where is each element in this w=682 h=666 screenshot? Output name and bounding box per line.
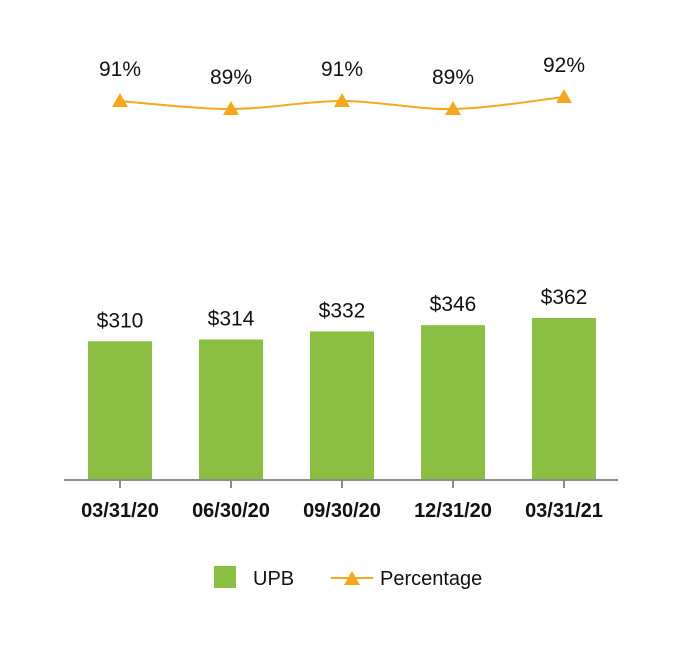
x-tick-label-2: 09/30/20 bbox=[303, 500, 381, 522]
legend-percentage-triangle bbox=[344, 571, 360, 585]
percentage-label-4: 92% bbox=[543, 54, 585, 77]
percentage-marker-2 bbox=[334, 93, 350, 107]
percentage-label-0: 91% bbox=[99, 58, 141, 81]
percentage-marker-1 bbox=[223, 101, 239, 115]
bar-value-label-1: $314 bbox=[208, 307, 255, 330]
percentage-marker-4 bbox=[556, 89, 572, 103]
percentage-label-1: 89% bbox=[210, 66, 252, 89]
bar-value-label-3: $346 bbox=[430, 293, 477, 316]
x-ticks-group bbox=[119, 480, 565, 488]
bar-value-label-2: $332 bbox=[319, 299, 366, 322]
legend: UPB Percentage bbox=[214, 566, 482, 590]
percentage-marker-0 bbox=[112, 93, 128, 107]
bars-group bbox=[88, 318, 596, 480]
percentage-markers-group bbox=[112, 89, 572, 115]
percentage-label-2: 91% bbox=[321, 58, 363, 81]
bar-3 bbox=[421, 325, 485, 480]
bar-value-label-4: $362 bbox=[541, 286, 588, 309]
bar-4 bbox=[532, 318, 596, 480]
bar-labels-group: $310 $314 $332 $346 $362 bbox=[97, 286, 588, 332]
x-tick-label-3: 12/31/20 bbox=[414, 500, 492, 522]
x-tick-label-1: 06/30/20 bbox=[192, 500, 270, 522]
x-tick-labels-group: 03/31/20 06/30/20 09/30/20 12/31/20 03/31/21 bbox=[81, 500, 603, 522]
x-tick-label-4: 03/31/21 bbox=[525, 500, 603, 522]
x-tick-label-0: 03/31/20 bbox=[81, 500, 159, 522]
percentage-marker-3 bbox=[445, 101, 461, 115]
legend-percentage-label: Percentage bbox=[380, 568, 482, 590]
bar-1 bbox=[199, 339, 263, 480]
percentage-labels-group: 91% 89% 91% 89% 92% bbox=[99, 54, 585, 89]
bar-0 bbox=[88, 341, 152, 480]
bar-2 bbox=[310, 331, 374, 480]
bar-value-label-0: $310 bbox=[97, 309, 144, 332]
legend-upb-swatch bbox=[214, 566, 236, 588]
legend-upb-label: UPB bbox=[253, 568, 294, 590]
percentage-label-3: 89% bbox=[432, 66, 474, 89]
